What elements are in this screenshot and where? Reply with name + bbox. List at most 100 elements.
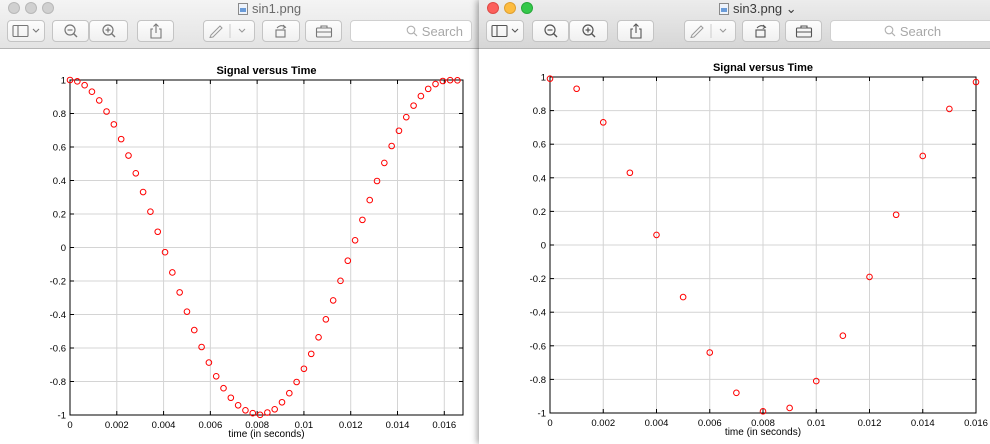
data-point [176, 289, 183, 296]
image-canvas: 0 0.002 0.004 0.006 0.008 0.01 0.012 0.014 0.016… [479, 49, 990, 444]
data-point [66, 76, 74, 84]
minimize-window-button[interactable] [25, 2, 37, 14]
data-point [161, 248, 169, 256]
data-point [198, 343, 205, 351]
data-point [125, 152, 132, 159]
data-point [300, 365, 308, 373]
x-tick-label: 0.002 [591, 418, 615, 429]
minimize-window-button[interactable] [504, 2, 516, 14]
x-tick-label: 0.008 [245, 420, 269, 431]
data-point [212, 373, 220, 380]
share-button[interactable] [617, 20, 654, 42]
toolbox-icon [315, 25, 332, 38]
sidebar-icon [491, 24, 519, 38]
search-field[interactable]: Search [350, 20, 472, 42]
data-point [271, 406, 278, 413]
markup-button[interactable] [203, 20, 255, 42]
x-tick-label: 0.006 [198, 420, 222, 431]
y-tick-label: -0.2 [50, 277, 66, 288]
zoom-in-button[interactable] [569, 20, 608, 42]
toolbox-button[interactable] [785, 20, 822, 42]
sidebar-toggle-button[interactable] [7, 20, 45, 42]
y-tick-label: -0.4 [50, 310, 66, 321]
data-point [307, 350, 315, 358]
x-tick-label: 0.004 [152, 420, 176, 431]
data-point [417, 92, 425, 100]
zoom-in-button[interactable] [89, 20, 128, 42]
data-point [110, 121, 118, 128]
close-window-button[interactable] [487, 2, 499, 14]
data-point [839, 332, 847, 340]
data-point [759, 408, 767, 415]
data-point [679, 293, 687, 301]
data-point [439, 77, 447, 85]
data-point [169, 269, 176, 276]
markup-pen-icon [690, 24, 727, 38]
x-tick-label: 0.012 [858, 418, 882, 429]
toolbox-button[interactable] [305, 20, 342, 42]
y-tick-label: -1 [58, 411, 66, 422]
data-point [366, 196, 374, 204]
zoom-window-button[interactable] [42, 2, 54, 14]
markup-pen-icon [209, 24, 246, 38]
data-point [249, 409, 257, 417]
zoom-in-icon [581, 24, 595, 38]
x-tick-label: 0.01 [807, 418, 826, 429]
data-point [344, 257, 352, 265]
zoom-window-button[interactable] [521, 2, 533, 14]
zoom-out-button[interactable] [532, 20, 569, 42]
signal-plot-chart: 0 0.002 0.004 0.006 0.008 0.01 0.012 0.014 0.016… [50, 65, 464, 440]
zoom-in-icon [101, 24, 115, 38]
window-titlebar[interactable]: sin1.png Search [0, 0, 481, 49]
y-tick-label: 0.4 [533, 173, 546, 184]
share-icon [149, 23, 162, 39]
share-button[interactable] [137, 20, 174, 42]
data-point [286, 389, 293, 397]
chart-title: Signal versus Time [216, 65, 316, 77]
data-point [337, 277, 344, 285]
y-tick-label: 0.4 [53, 176, 66, 187]
chart-title: Signal versus Time [713, 62, 813, 74]
window-title-text: sin3.png ⌄ [733, 1, 797, 16]
signal-plot-chart: 0 0.002 0.004 0.006 0.008 0.01 0.012 0.014 0.016… [530, 62, 988, 438]
data-point [812, 377, 820, 385]
data-point [381, 159, 388, 167]
markup-button[interactable] [684, 20, 736, 42]
data-point [147, 208, 154, 215]
search-icon [884, 25, 896, 37]
x-tick-label: 0.014 [386, 420, 410, 431]
search-field[interactable]: Search [830, 20, 990, 42]
data-point [424, 85, 432, 93]
toolbox-icon [795, 25, 812, 38]
data-point [95, 97, 103, 104]
x-tick-label: 0 [547, 418, 552, 429]
traffic-lights [487, 1, 538, 19]
preview-window-sin1[interactable]: sin1.png Search 0 0.002 0.004 0.006 0.008 0.0… [0, 0, 481, 444]
zoom-out-button[interactable] [52, 20, 89, 42]
data-point [546, 75, 554, 82]
data-point [432, 80, 439, 88]
rotate-icon [755, 24, 767, 38]
data-point [972, 78, 980, 86]
y-tick-label: -0.4 [530, 308, 546, 319]
close-window-button[interactable] [8, 2, 20, 14]
data-point [88, 88, 96, 96]
data-point [395, 127, 403, 135]
rotate-button[interactable] [262, 20, 300, 42]
window-title[interactable]: sin3.png ⌄ [719, 1, 797, 17]
rotate-button[interactable] [742, 20, 780, 42]
search-placeholder: Search [899, 23, 942, 39]
data-point [329, 297, 337, 304]
y-tick-label: -0.2 [530, 274, 546, 285]
sidebar-icon [12, 24, 40, 38]
y-tick-label: -0.6 [50, 344, 66, 355]
data-point [220, 384, 227, 392]
data-point [410, 102, 417, 109]
window-title-text: sin1.png [252, 1, 302, 16]
data-point [626, 169, 634, 177]
data-point [132, 169, 140, 177]
sidebar-toggle-button[interactable] [486, 20, 524, 42]
preview-window-sin3[interactable]: sin3.png ⌄ Search 0 0.002 0.004 0.006 0.008 0… [479, 0, 990, 444]
window-titlebar[interactable]: sin3.png ⌄ Search [479, 0, 990, 49]
data-point [653, 231, 660, 239]
